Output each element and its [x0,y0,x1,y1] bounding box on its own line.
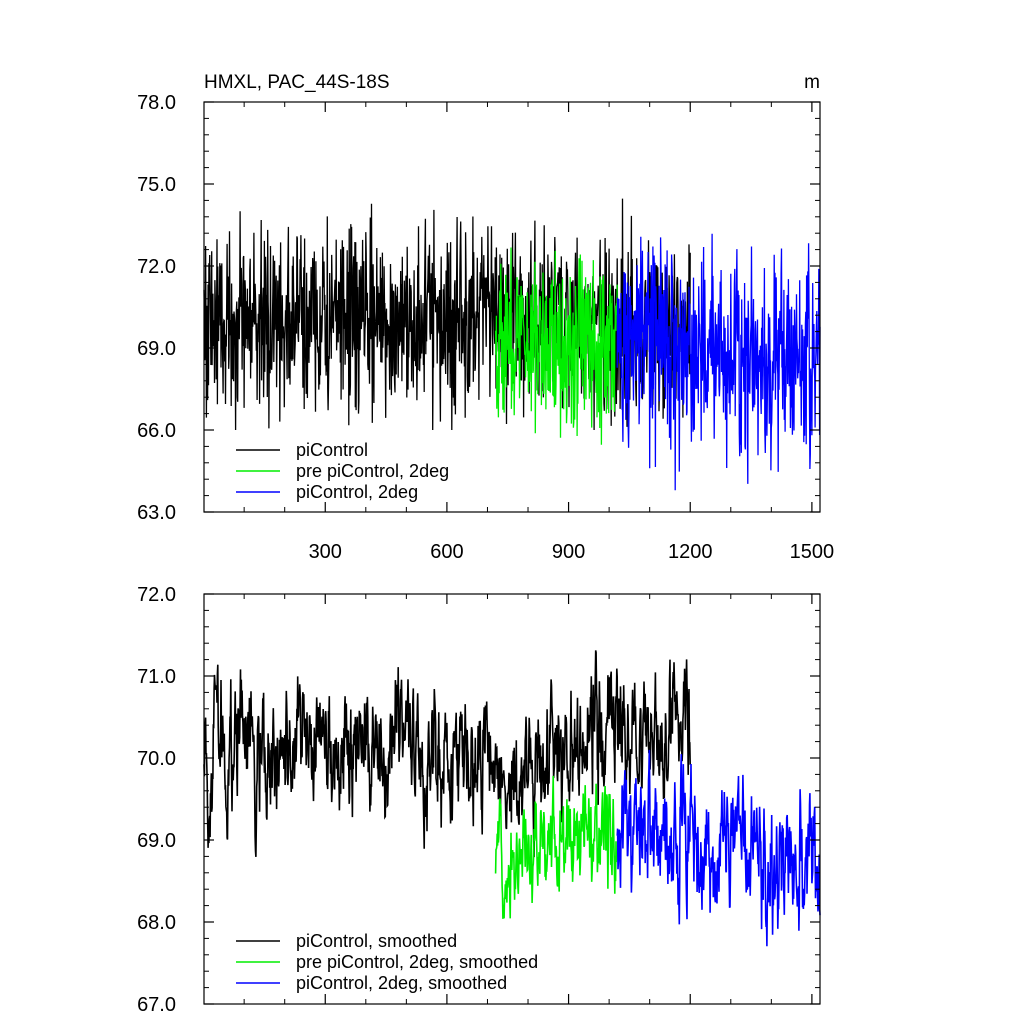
y-tick-label: 69.0 [137,830,176,852]
legend-label: piControl, smoothed [296,931,457,951]
y-tick-label: 70.0 [137,748,176,770]
chart-title: HMXL, PAC_44S-18S [204,72,390,93]
y-tick-label: 75.0 [137,174,176,196]
y-tick-label: 71.0 [137,666,176,688]
x-tick-label: 1200 [668,541,713,563]
units-label: m [804,72,820,93]
series-group [203,650,821,947]
series-line-1 [203,198,691,431]
y-tick-label: 66.0 [137,420,176,442]
x-tick-label: 1500 [790,541,835,563]
legend-label: piControl [296,440,368,460]
legend-label: piControl, 2deg [296,482,418,502]
y-tick-label: 72.0 [137,256,176,278]
plot-frame [203,593,821,1005]
legend-label: piControl, 2deg, smoothed [296,973,507,993]
y-tick-label: 78.0 [137,92,176,114]
series-line-1 [203,650,691,858]
x-tick-label: 600 [430,541,463,563]
axes-group [203,593,821,1005]
y-tick-label: 69.0 [137,338,176,360]
legend-label: pre piControl, 2deg, smoothed [296,952,538,972]
axes-group [203,101,821,513]
series-group [203,198,821,491]
legend-label: pre piControl, 2deg [296,461,449,481]
series-line-3 [616,233,821,491]
x-tick-label: 900 [552,541,585,563]
y-tick-label: 68.0 [137,912,176,934]
tick-labels: 67.0 68.0 69.0 70.0 71.0 72.0 [137,584,176,1016]
y-tick-label: 72.0 [137,584,176,606]
tick-labels: 63.0 66.0 69.0 72.0 75.0 78.0 300 600 900 1200 150… [137,92,834,563]
plot-frame [203,101,821,513]
y-tick-label: 63.0 [137,502,176,524]
y-tick-label: 67.0 [137,994,176,1016]
series-line-2 [494,775,618,919]
x-tick-label: 300 [309,541,342,563]
series-line-3 [616,749,821,947]
series-line-2 [494,247,618,445]
bottom-panel: 67.0 68.0 69.0 70.0 71.0 72.0 piControl, smoo… [137,584,821,1016]
top-panel: HMXL, PAC_44S-18S m 63.0 66.0 69.0 72.0 75.0… [137,72,834,563]
